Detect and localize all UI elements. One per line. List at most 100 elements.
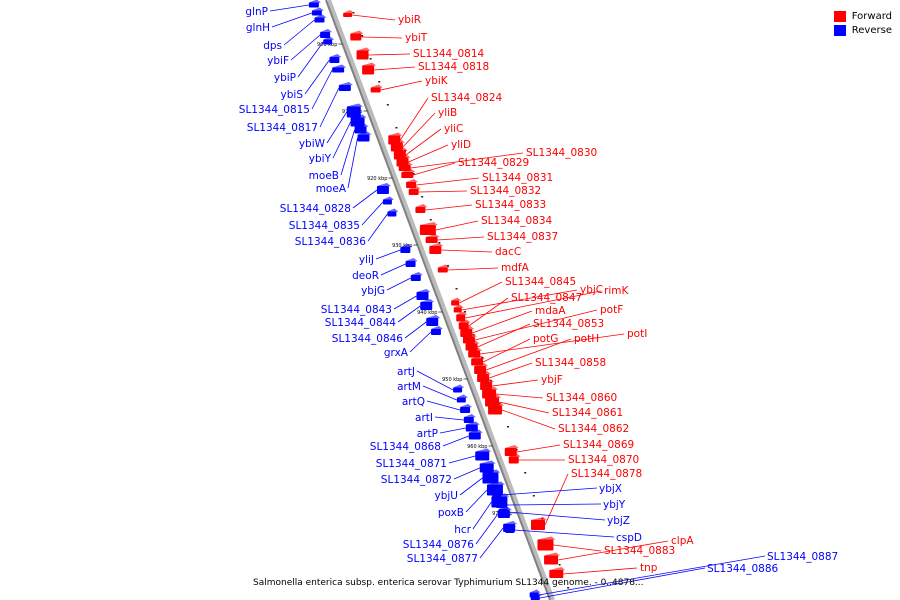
- gene-block-sl1344-0836: [387, 208, 399, 217]
- gene-block-cspd: [505, 524, 517, 533]
- gene-block-grxa: [430, 326, 443, 335]
- reverse-swatch: [833, 24, 846, 36]
- leader-ybjc: [461, 289, 578, 311]
- tick-label-960-kbp: 960 kbp: [467, 444, 487, 450]
- feature-mark: [386, 104, 389, 106]
- gene-label-sl1344-0829: SL1344_0829: [458, 157, 529, 169]
- gene-block-sl1344-0815: [332, 64, 347, 73]
- gene-block-sl1344-0878: [531, 517, 547, 530]
- leader-sl1344-0846: [404, 321, 427, 339]
- gene-label-sl1344-0878: SL1344_0878: [571, 468, 642, 480]
- leader-sl1344-0828: [352, 189, 378, 209]
- gene-block-poth: [474, 363, 489, 374]
- leader-arti: [434, 416, 464, 421]
- leader-ybjg: [386, 277, 411, 291]
- leader-ylij: [375, 249, 401, 260]
- leader-artp: [439, 427, 466, 434]
- leader-sl1344-0862: [501, 409, 556, 430]
- leader-ylid: [408, 144, 449, 163]
- gene-label-ybjx: ybjX: [599, 483, 622, 495]
- feature-mark: [421, 196, 424, 198]
- gene-label-ybip: ybiP: [274, 72, 296, 84]
- gene-block-deor: [405, 258, 418, 267]
- leader-sl1344-0824: [399, 97, 429, 141]
- gene-label-sl1344-0835: SL1344_0835: [289, 220, 360, 232]
- gene-label-ylic: yliC: [444, 123, 463, 135]
- gene-label-sl1344-0824: SL1344_0824: [431, 92, 503, 104]
- leader-sl1344-0830: [410, 152, 524, 169]
- leader-ybit: [361, 36, 403, 39]
- gene-block-sl1344-0835: [382, 196, 394, 205]
- gene-block-sl1344-0817: [338, 82, 353, 91]
- gene-label-sl1344-0814: SL1344_0814: [413, 48, 485, 60]
- gene-label-ybis: ybiS: [281, 89, 304, 101]
- leader-sl1344-0843: [393, 295, 417, 310]
- leader-sl1344-0818: [374, 66, 416, 71]
- leader-sl1344-0844: [397, 305, 421, 323]
- leader-sl1344-0886: [539, 567, 706, 599]
- leader-ybir: [352, 14, 396, 21]
- gene-label-arti: artI: [415, 412, 433, 424]
- leader-sl1344-0837: [437, 236, 485, 241]
- gene-label-sl1344-0870: SL1344_0870: [568, 454, 639, 466]
- gene-label-sl1344-0830: SL1344_0830: [526, 147, 597, 159]
- leader-ybis: [304, 59, 330, 95]
- gene-block-sl1344-0872: [479, 460, 496, 473]
- gene-label-moeb: moeB: [309, 170, 339, 182]
- leader-sl1344-0861: [498, 401, 550, 414]
- gene-label-ybiw: ybiW: [299, 138, 326, 150]
- gene-label-tnp: tnp: [640, 562, 658, 574]
- gene-label-clpa: clpA: [671, 535, 694, 547]
- gene-label-sl1344-0858: SL1344_0858: [535, 357, 606, 369]
- forward-swatch: [833, 10, 846, 22]
- gene-block-sl1344-0883: [537, 536, 556, 551]
- tick-label-900-kbp: 900 kbp: [317, 42, 337, 48]
- tick-label-940-kbp: 940 kbp: [417, 310, 437, 316]
- leader-sl1344-0876: [475, 513, 499, 545]
- gene-label-moea: moeA: [316, 183, 347, 195]
- leader-sl1344-0834: [435, 220, 479, 231]
- leader-ylic: [405, 128, 442, 156]
- gene-block-ybjg: [410, 272, 423, 281]
- gene-label-glnh: glnH: [246, 22, 270, 34]
- gene-label-ylij: yliJ: [359, 254, 374, 266]
- gene-label-ybit: ybiT: [405, 32, 428, 44]
- gene-block-glnp: [308, 0, 321, 8]
- gene-block-sl1344-0834: [419, 222, 438, 235]
- gene-label-poxb: poxB: [438, 507, 464, 519]
- feature-mark: [524, 472, 527, 474]
- leader-cspd: [514, 529, 615, 538]
- gene-block-ybjz: [498, 506, 510, 515]
- gene-block-ybjx: [492, 489, 504, 498]
- gene-block-rimk: [456, 311, 468, 322]
- leader-glnh: [271, 12, 312, 28]
- gene-label-sl1344-0815: SL1344_0815: [239, 104, 310, 116]
- gene-block-ybiw: [346, 103, 363, 118]
- gene-block-mdfa: [437, 264, 450, 273]
- leader-artj: [416, 370, 454, 391]
- gene-label-sl1344-0847: SL1344_0847: [511, 292, 582, 304]
- leader-sl1344-0833: [425, 204, 473, 211]
- gene-block-poti: [468, 347, 483, 358]
- gene-label-sl1344-0886: SL1344_0886: [707, 563, 779, 575]
- gene-label-sl1344-0868: SL1344_0868: [370, 441, 441, 453]
- gene-block-sl1344-0845: [451, 297, 462, 306]
- leader-sl1344-0883: [553, 544, 602, 552]
- leader-mdaa: [472, 310, 533, 334]
- gene-label-ybjy: ybjY: [603, 499, 626, 511]
- gene-label-cspd: cspD: [616, 532, 642, 544]
- feature-mark: [429, 219, 432, 221]
- tick-label-930-kbp: 930 kbp: [392, 243, 412, 249]
- gene-block-moea: [357, 131, 372, 142]
- gene-label-potf: potF: [600, 304, 623, 316]
- gene-label-potg: potG: [533, 333, 558, 345]
- leader-poxb: [465, 489, 488, 513]
- gene-block-sl1344-0870: [508, 453, 521, 464]
- leader-grxa: [409, 331, 432, 353]
- gene-block-arti: [463, 414, 476, 423]
- gene-label-sl1344-0877: SL1344_0877: [407, 553, 478, 565]
- gene-block-sl1344-0814: [356, 47, 371, 60]
- leader-sl1344-0887: [538, 555, 766, 596]
- gene-label-mdfa: mdfA: [501, 262, 530, 274]
- gene-label-sl1344-0817: SL1344_0817: [247, 122, 318, 134]
